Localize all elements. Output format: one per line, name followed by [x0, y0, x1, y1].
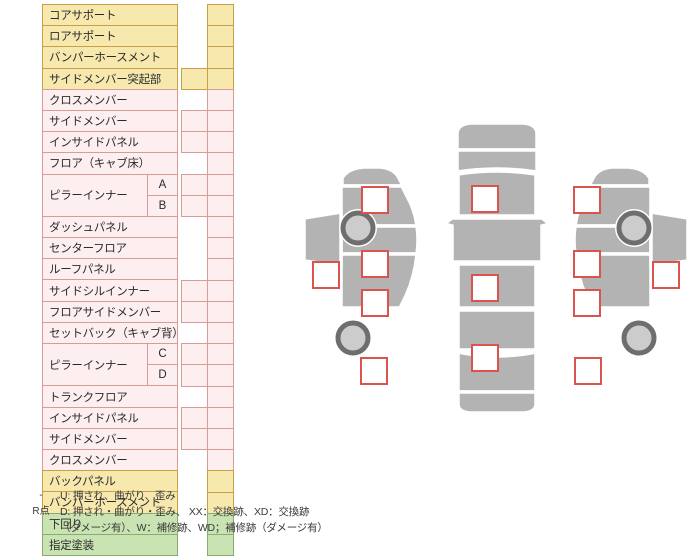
marker-box: [361, 186, 389, 214]
marker-box: [573, 186, 601, 214]
table-row: クロスメンバー: [42, 88, 250, 111]
table-row: サイドメンバー: [42, 109, 250, 133]
part-name-label: 下回り: [42, 512, 178, 535]
part-name-label: ダッシュパネル: [42, 215, 178, 239]
marker-box: [574, 357, 602, 385]
table-row: ダッシュパネル: [42, 215, 250, 239]
vehicle-diagram: [300, 120, 692, 420]
wheels: [334, 209, 658, 357]
table-row: セットバック（キャブ背）: [42, 321, 250, 345]
table-row: センターフロア: [42, 237, 250, 260]
legend-row: - U: 押され、曲がり、歪み: [22, 489, 382, 504]
legend-text-u: U: 押され、曲がり、歪み: [60, 490, 176, 502]
marker-box: [573, 250, 601, 278]
part-name-label: ルーフパネル: [42, 258, 178, 281]
parts-table: コアサポート ロアサポート バンパーホースメント サイドメンバー突起部 クロスメンバーサ…: [42, 4, 250, 556]
legend-key-rten: R点: [32, 506, 50, 518]
marker-box: [652, 261, 680, 289]
pillar-sub-label: C: [147, 343, 178, 366]
part-name-label: ピラーインナー: [42, 173, 148, 217]
part-name-label: サイドメンバー: [42, 427, 178, 450]
part-name-label: ロアサポート: [42, 25, 178, 48]
table-row: サイドメンバー突起部: [42, 67, 250, 90]
part-name-label: サイドシルインナー: [42, 279, 178, 302]
table-row-pillar-group: ピラーインナー C D: [42, 343, 250, 387]
part-name-label: ピラーインナー: [42, 343, 148, 387]
pillar-row-wrapper: ピラーインナー C D: [42, 343, 178, 387]
marker-box: [361, 250, 389, 278]
part-name-label: サイドメンバー突起部: [42, 67, 178, 90]
part-name-label: インサイドパネル: [42, 131, 178, 154]
legend-key-dash: -: [39, 490, 43, 501]
pillar-row-wrapper: ピラーインナー A B: [42, 173, 178, 217]
marker-box: [361, 289, 389, 317]
marker-box: [573, 289, 601, 317]
legend: - U: 押され、曲がり、歪み R点 D: 押され・曲がり・歪み、 XX：交換跡…: [22, 489, 382, 537]
part-name-label: フロアサイドメンバー: [42, 300, 178, 323]
wheel-rear-right: [620, 319, 658, 357]
table-row: バンパーホースメント: [42, 491, 250, 514]
marker-box: [312, 261, 340, 289]
wheel-rear-left: [334, 319, 372, 357]
part-name-label: センターフロア: [42, 237, 178, 260]
left-side-view: [302, 165, 420, 310]
table-row: 下回り: [42, 512, 250, 535]
pillar-sub-label: A: [147, 173, 178, 196]
marker-box: [471, 185, 499, 213]
part-name-label: 指定塗装: [42, 533, 178, 556]
table-row: 指定塗装: [42, 533, 250, 556]
table-row: トランクフロア: [42, 385, 250, 408]
part-name-label: フロア（キャブ床）: [42, 152, 178, 175]
table-row: コアサポート: [42, 4, 250, 27]
legend-text-d: D: 押され・曲がり・歪み、 XX：交換跡、XD：交換跡: [60, 506, 310, 519]
part-name-label: コアサポート: [42, 4, 178, 27]
legend-text-continuation: （ダメージ有）、W：補修跡、WD；補修跡（ダメージ有）: [60, 522, 328, 535]
marker-box: [471, 344, 499, 372]
table-row: サイドシルインナー: [42, 279, 250, 302]
pillar-sub-label: D: [147, 364, 178, 387]
pillar-sub-label: B: [147, 194, 178, 217]
legend-row: R点 D: 押され・曲がり・歪み、 XX：交換跡、XD：交換跡: [22, 505, 382, 520]
part-name-label: インサイドパネル: [42, 406, 178, 429]
table-row: インサイドパネル: [42, 406, 250, 429]
part-name-label: クロスメンバー: [42, 88, 178, 111]
table-row: フロアサイドメンバー: [42, 300, 250, 323]
wheel-front-left: [339, 209, 377, 247]
part-name-label: バンパーホースメント: [42, 491, 178, 514]
part-name-label: クロスメンバー: [42, 448, 178, 472]
wheel-front-right: [615, 209, 653, 247]
part-name-label: トランクフロア: [42, 385, 178, 408]
marker-box: [360, 357, 388, 385]
table-row: クロスメンバー: [42, 448, 250, 472]
table-row: サイドメンバー: [42, 427, 250, 450]
part-name-label: バンパーホースメント: [42, 46, 178, 69]
table-row: フロア（キャブ床）: [42, 152, 250, 175]
table-row: ロアサポート: [42, 25, 250, 48]
marker-box: [471, 274, 499, 302]
table-row: ルーフパネル: [42, 258, 250, 281]
table-row: バンパーホースメント: [42, 46, 250, 69]
inspection-markers: [312, 185, 680, 385]
table-row-pillar-group: ピラーインナー A B: [42, 173, 250, 217]
table-row: インサイドパネル: [42, 131, 250, 154]
part-name-label: セットバック（キャブ背）: [42, 321, 184, 345]
part-name-label: サイドメンバー: [42, 109, 178, 133]
